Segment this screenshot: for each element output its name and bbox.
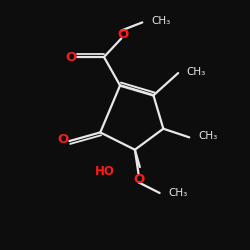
Text: O: O <box>117 28 128 40</box>
Text: CH₃: CH₃ <box>151 16 170 26</box>
Text: O: O <box>134 173 145 186</box>
Text: CH₃: CH₃ <box>187 67 206 77</box>
Text: O: O <box>66 50 77 64</box>
Text: CH₃: CH₃ <box>198 131 217 141</box>
Text: CH₃: CH₃ <box>168 188 188 198</box>
Text: O: O <box>58 133 69 146</box>
Text: HO: HO <box>95 166 115 178</box>
